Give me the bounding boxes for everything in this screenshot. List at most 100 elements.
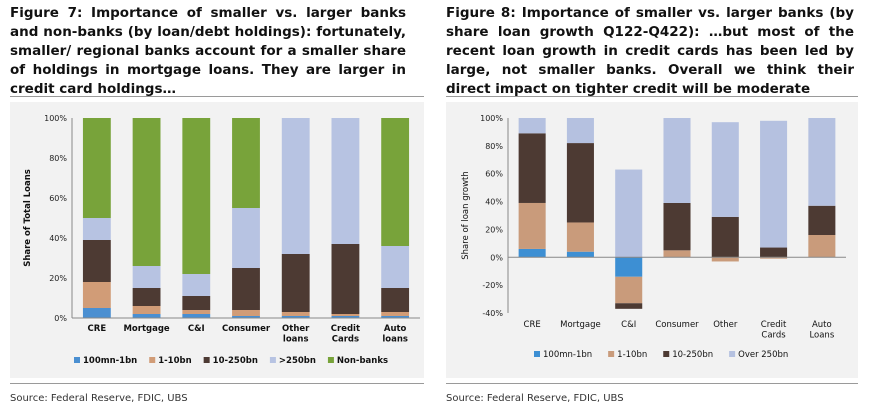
legend-label-10-250bn: 10-250bn [672, 350, 713, 360]
fig7-bar-c-i-250bn [182, 274, 210, 296]
fig8-bar-c-i-10-250bn [615, 303, 642, 309]
legend-swatch-100mn-1bn [534, 351, 540, 357]
y-axis-title: Share of Total Loans [23, 169, 33, 267]
figure8-chart: -40% -20% 0% 20% 40% 60% 80% 100% Share of loan … [446, 102, 858, 378]
fig7-bar-consumer-non-banks [232, 118, 260, 208]
fig7-bar-c-i-1-10bn [182, 310, 210, 314]
fig7-bar-mortgage-non-banks [133, 118, 161, 266]
fig7-bar-auto-loans-250bn [381, 246, 409, 288]
figure7-bottom-divider [10, 383, 424, 384]
fig8-bar-credit-cards-10-250bn [760, 248, 787, 258]
y-tick-label: 0% [490, 253, 503, 262]
fig7-bar-other-loans-250bn [282, 118, 310, 254]
x-tick-label: Mortgage [560, 320, 601, 330]
legend-label-over-250bn: Over 250bn [738, 350, 788, 360]
y-tick-label: 20% [49, 274, 67, 283]
x-tick-label: Auto [384, 324, 407, 334]
fig8-bar-credit-cards-over-250bn [760, 121, 787, 248]
fig8-bar-mortgage-over-250bn [567, 118, 594, 143]
x-tick-label: Mortgage [123, 324, 169, 334]
fig7-bar-consumer-10-250bn [232, 268, 260, 310]
fig8-bar-consumer-1-10bn [663, 250, 690, 257]
figure7-title: Figure 7: Importance of smaller vs. larg… [0, 0, 406, 99]
x-tick-label: Other [713, 320, 738, 330]
x-tick-label: loans [382, 335, 408, 345]
y-tick-label: 100% [44, 114, 67, 123]
fig7-bar-c-i-non-banks [182, 118, 210, 274]
y-tick-label: 40% [49, 234, 67, 243]
y-tick-label: 40% [485, 198, 503, 207]
fig7-bar-auto-loans-non-banks [381, 118, 409, 246]
figure8-source: Source: Federal Reserve, FDIC, UBS [446, 393, 624, 404]
y-tick-label: 60% [49, 194, 67, 203]
legend-label-1-10bn: 1-10bn [158, 356, 191, 366]
x-tick-label: CRE [88, 324, 107, 334]
legend-label-1-10bn: 1-10bn [617, 350, 647, 360]
y-tick-label: 0% [54, 314, 67, 323]
fig7-bar-auto-loans-10-250bn [381, 288, 409, 312]
fig7-bar-consumer-250bn [232, 208, 260, 268]
fig8-bar-other-10-250bn [712, 217, 739, 257]
fig8-bar-cre-100mn-1bn [519, 249, 546, 257]
figure7-divider [10, 96, 424, 97]
fig7-bar-c-i-100mn-1bn [182, 314, 210, 318]
fig8-bar-consumer-over-250bn [663, 118, 690, 203]
figure7-panel: Figure 7: Importance of smaller vs. larg… [0, 0, 428, 99]
y-tick-label: -40% [482, 309, 503, 318]
legend-swatch-1-10bn [608, 351, 614, 357]
fig7-bar-credit-cards-1-10bn [332, 314, 360, 316]
fig7-bar-cre-non-banks [83, 118, 111, 218]
x-tick-label: Other [282, 324, 310, 334]
y-axis-title: Share of loan growth [461, 171, 471, 260]
fig7-bar-cre-1-10bn [83, 282, 111, 308]
figure7-chart: 0% 20% 40% 60% 80% 100% Share of Total Loans CR… [10, 102, 424, 378]
fig7-bar-auto-loans-1-10bn [381, 312, 409, 316]
y-tick-label: 20% [485, 225, 503, 234]
fig8-bar-auto-loans-1-10bn [808, 235, 835, 257]
figure8-divider [446, 96, 858, 97]
legend-swatch-250bn [270, 357, 276, 363]
fig7-bar-c-i-10-250bn [182, 296, 210, 310]
legend-label-non-banks: Non-banks [337, 356, 388, 366]
fig7-bar-other-loans-1-10bn [282, 312, 310, 316]
figure7-chart-area: 0% 20% 40% 60% 80% 100% Share of Total Loans CR… [10, 102, 424, 378]
fig8-bar-auto-loans-10-250bn [808, 206, 835, 235]
fig8-bar-consumer-10-250bn [663, 203, 690, 250]
legend-swatch-10-250bn [663, 351, 669, 357]
fig7-bar-other-loans-10-250bn [282, 254, 310, 312]
fig7-bar-consumer-1-10bn [232, 310, 260, 316]
fig8-bar-cre-1-10bn [519, 203, 546, 249]
legend-swatch-1-10bn [149, 357, 155, 363]
x-tick-label: loans [283, 335, 309, 345]
fig8-bar-c-i-over-250bn [615, 170, 642, 258]
y-tick-label: 80% [485, 142, 503, 151]
x-tick-label: Cards [761, 331, 786, 341]
fig7-bar-mortgage-100mn-1bn [133, 314, 161, 318]
figure7-source: Source: Federal Reserve, FDIC, UBS [10, 393, 188, 404]
y-tick-label: -20% [482, 281, 503, 290]
fig8-bar-other-1-10bn [712, 257, 739, 261]
fig8-bar-c-i-1-10bn [615, 277, 642, 303]
y-tick-label: 80% [49, 154, 67, 163]
fig8-bar-cre-10-250bn [519, 133, 546, 203]
figure8-bottom-divider [446, 383, 858, 384]
x-tick-label: C&I [621, 320, 636, 330]
x-tick-label: Loans [809, 331, 834, 341]
x-tick-label: Consumer [655, 320, 699, 330]
legend-swatch-10-250bn [204, 357, 210, 363]
fig7-bar-credit-cards-10-250bn [332, 244, 360, 314]
legend-label-250bn: >250bn [279, 356, 316, 366]
x-tick-label: Consumer [222, 324, 271, 334]
y-tick-label: 60% [485, 170, 503, 179]
x-tick-label: Cards [332, 335, 359, 345]
fig7-bar-cre-100mn-1bn [83, 308, 111, 318]
legend-label-100mn-1bn: 100mn-1bn [83, 356, 137, 366]
figure8-title: Figure 8: Importance of smaller vs. larg… [444, 0, 854, 99]
fig7-bar-cre-10-250bn [83, 240, 111, 282]
x-tick-label: Auto [812, 320, 832, 330]
fig7-bar-mortgage-10-250bn [133, 288, 161, 306]
legend-label-100mn-1bn: 100mn-1bn [543, 350, 592, 360]
fig8-bar-mortgage-100mn-1bn [567, 252, 594, 258]
x-tick-label: Credit [331, 324, 360, 334]
fig8-bar-mortgage-1-10bn [567, 222, 594, 251]
